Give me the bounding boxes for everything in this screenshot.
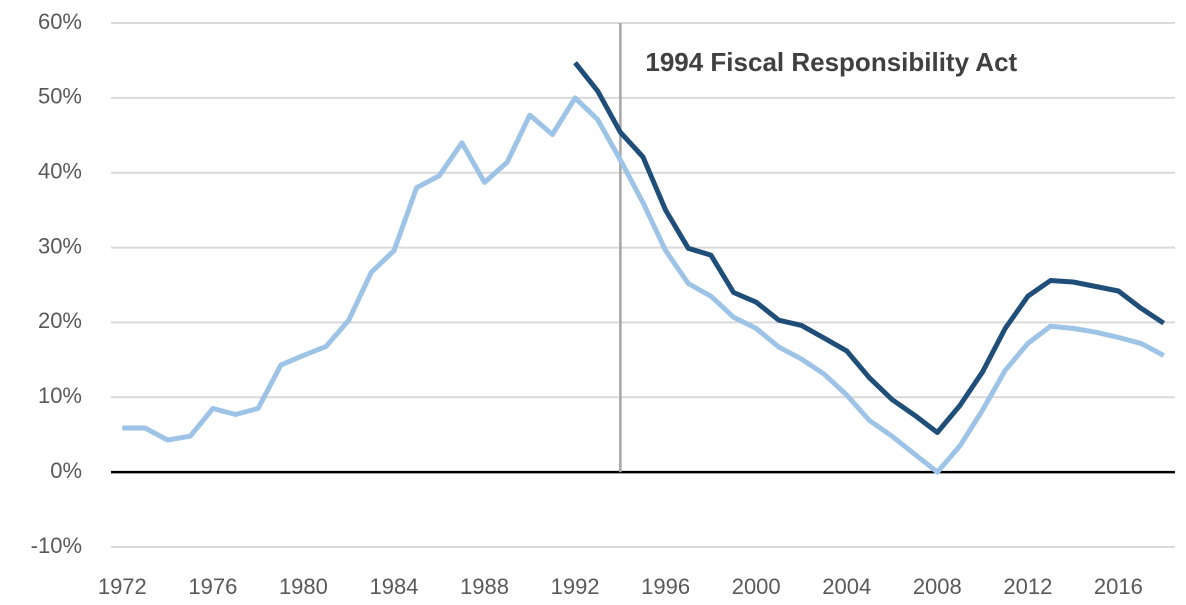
y-tick-label: 0% (50, 458, 82, 483)
x-tick-label: 2016 (1094, 574, 1143, 599)
x-tick-label: 1972 (98, 574, 147, 599)
x-tick-label: 2004 (822, 574, 871, 599)
y-tick-label: 20% (38, 308, 82, 333)
x-tick-label: 1992 (551, 574, 600, 599)
x-tick-label: 1976 (188, 574, 237, 599)
series-line (122, 95, 1165, 475)
x-tick-label: 2000 (732, 574, 781, 599)
y-tick-label: -10% (31, 533, 82, 558)
y-tick-label: 10% (38, 383, 82, 408)
series-line (573, 61, 1166, 435)
x-tick-label: 2012 (1003, 574, 1052, 599)
x-tick-label: 1996 (641, 574, 690, 599)
y-tick-label: 30% (38, 233, 82, 258)
x-tick-label: 1980 (279, 574, 328, 599)
x-tick-label: 1984 (370, 574, 419, 599)
annotation: 1994 Fiscal Responsibility Act (645, 47, 1017, 77)
y-tick-label: 60% (38, 9, 82, 34)
y-tick-label: 40% (38, 159, 82, 184)
y-tick-label: 50% (38, 84, 82, 109)
x-tick-label: 1988 (460, 574, 509, 599)
x-tick-label: 2008 (913, 574, 962, 599)
